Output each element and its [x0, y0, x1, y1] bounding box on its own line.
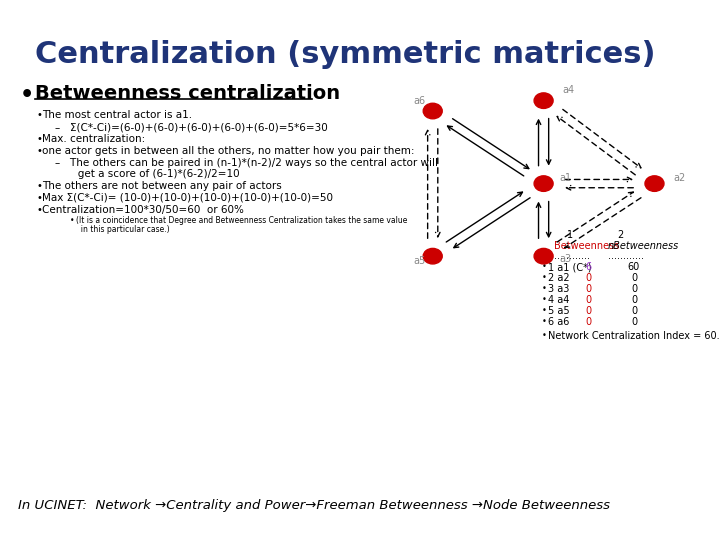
Text: 0: 0 [631, 284, 637, 294]
Circle shape [534, 176, 553, 191]
Text: In UCINET:  Network →Centrality and Power→Freeman Betweenness →Node Betweenness: In UCINET: Network →Centrality and Power… [18, 499, 610, 512]
Text: nBetweenness: nBetweenness [608, 241, 679, 251]
Text: •: • [542, 295, 547, 304]
Circle shape [645, 176, 664, 191]
Text: a4: a4 [562, 85, 575, 95]
Text: 0: 0 [585, 273, 591, 283]
Text: Betweenness: Betweenness [554, 241, 619, 251]
Text: 0: 0 [631, 306, 637, 316]
Text: a1: a1 [559, 173, 572, 184]
Text: The most central actor is a1.: The most central actor is a1. [42, 110, 192, 120]
Text: •: • [542, 284, 547, 293]
Circle shape [423, 248, 442, 264]
Text: 6: 6 [585, 262, 591, 272]
Text: 2: 2 [617, 230, 623, 240]
Text: a2: a2 [673, 173, 685, 184]
Text: 0: 0 [631, 295, 637, 305]
Text: 3 a3: 3 a3 [548, 284, 570, 294]
Text: a5: a5 [414, 256, 426, 266]
Text: Centralization (symmetric matrices): Centralization (symmetric matrices) [35, 40, 655, 69]
Text: •: • [542, 273, 547, 282]
Circle shape [423, 103, 442, 119]
Text: Max Σ(C*-Ci)= (10-0)+(10-0)+(10-0)+(10-0)+(10-0)=50: Max Σ(C*-Ci)= (10-0)+(10-0)+(10-0)+(10-0… [42, 193, 333, 203]
Text: •: • [36, 181, 42, 191]
Text: •: • [36, 205, 42, 215]
Text: 0: 0 [585, 317, 591, 327]
Text: a3: a3 [559, 254, 572, 264]
Text: ............: ............ [554, 251, 590, 261]
Text: 5 a5: 5 a5 [548, 306, 570, 316]
Text: Betweenness centralization: Betweenness centralization [35, 84, 340, 103]
Text: •: • [36, 134, 42, 144]
Text: •: • [542, 306, 547, 315]
Text: one actor gets in between all the others, no matter how you pair them:: one actor gets in between all the others… [42, 146, 415, 156]
Circle shape [534, 93, 553, 109]
Text: 60: 60 [628, 262, 640, 272]
Text: –   Σ(C*-Ci)=(6-0)+(6-0)+(6-0)+(6-0)+(6-0)=5*6=30: – Σ(C*-Ci)=(6-0)+(6-0)+(6-0)+(6-0)+(6-0)… [55, 122, 328, 132]
Text: •: • [542, 317, 547, 326]
Circle shape [534, 248, 553, 264]
Text: 2 a2: 2 a2 [548, 273, 570, 283]
Text: 0: 0 [631, 273, 637, 283]
Text: get a score of (6-1)*(6-2)/2=10: get a score of (6-1)*(6-2)/2=10 [55, 169, 240, 179]
Text: •: • [36, 193, 42, 203]
Text: •: • [70, 216, 74, 225]
Text: Network Centralization Index = 60.00%: Network Centralization Index = 60.00% [548, 331, 720, 341]
Text: •: • [542, 331, 547, 340]
Text: 6 a6: 6 a6 [548, 317, 570, 327]
Text: ............: ............ [608, 251, 644, 261]
Text: Centralization=100*30/50=60  or 60%: Centralization=100*30/50=60 or 60% [42, 205, 244, 215]
Text: Max. centralization:: Max. centralization: [42, 134, 145, 144]
Text: •: • [36, 146, 42, 156]
Text: 0: 0 [585, 295, 591, 305]
Text: (It is a coincidence that Degree and Betweenness Centralization takes the same v: (It is a coincidence that Degree and Bet… [76, 216, 408, 225]
Text: The others are not between any pair of actors: The others are not between any pair of a… [42, 181, 282, 191]
Text: 0: 0 [585, 284, 591, 294]
Text: •: • [20, 85, 35, 105]
Text: 0: 0 [585, 306, 591, 316]
Text: 1 a1 (C*): 1 a1 (C*) [548, 262, 592, 272]
Text: 4 a4: 4 a4 [548, 295, 570, 305]
Text: 0: 0 [631, 317, 637, 327]
Text: a6: a6 [414, 96, 426, 106]
Text: •: • [542, 262, 547, 271]
Text: –   The others can be paired in (n-1)*(n-2)/2 ways so the central actor will: – The others can be paired in (n-1)*(n-2… [55, 158, 438, 168]
Text: •: • [36, 110, 42, 120]
Text: 1: 1 [567, 230, 573, 240]
Text: in this particular case.): in this particular case.) [76, 225, 170, 234]
